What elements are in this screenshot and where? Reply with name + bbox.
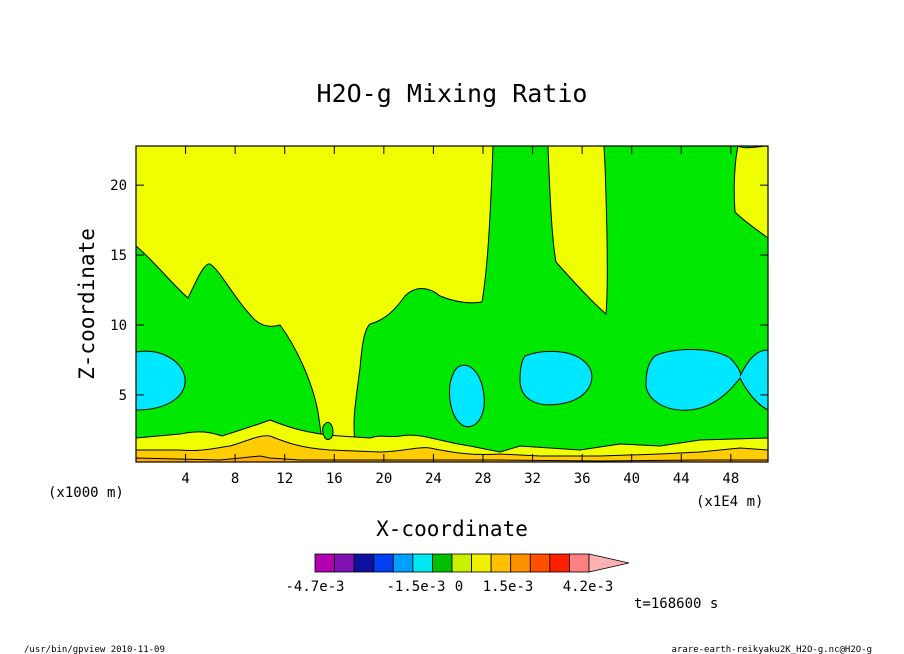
colorbar-swatch [549, 553, 570, 573]
colorbar-swatch [510, 553, 531, 573]
colorbar-swatch [353, 553, 375, 573]
x-tick-label: 20 [375, 471, 392, 487]
colorbar-swatch [569, 553, 590, 573]
field-green-region [136, 146, 768, 462]
field-orange-bottom [136, 455, 768, 462]
field-cyan-blob-2 [449, 364, 485, 428]
x-tick-label: 44 [673, 471, 690, 487]
x-tick-label: 24 [425, 471, 442, 487]
x-tick-label: 28 [475, 471, 492, 487]
footer-right: arare-earth-reikyaku2K_H2O-g.nc@H2O-g [672, 645, 872, 654]
plot-frame [135, 145, 769, 463]
time-label: t=168600 s [634, 596, 718, 612]
x-axis: 4 8 12 16 20 24 28 32 36 40 44 48 [181, 146, 739, 487]
colorbar [314, 553, 630, 573]
y-axis-label: Z-coordinate [75, 228, 99, 380]
colorbar-label: 0 [455, 579, 463, 595]
x-tick-label: 8 [231, 471, 239, 487]
y-tick-label: 15 [110, 248, 127, 264]
colorbar-swatch [451, 553, 472, 573]
x-tick-label: 40 [623, 471, 640, 487]
field-cyan-blob-4 [645, 349, 768, 411]
colorbar-label: 1.5e-3 [483, 579, 534, 595]
x-tick-label: 36 [574, 471, 591, 487]
y-tick-label: 10 [110, 318, 127, 334]
x-tick-label: 12 [276, 471, 293, 487]
x-axis-label: X-coordinate [376, 517, 528, 541]
colorbar-label: -1.5e-3 [386, 579, 445, 595]
colorbar-labels: -4.7e-3 -1.5e-3 0 1.5e-3 4.2e-3 [285, 579, 613, 595]
colorbar-swatch [392, 553, 414, 573]
field-cyan-blob-1 [136, 350, 186, 411]
colorbar-swatch [529, 553, 551, 573]
x-unit-label: (x1E4 m) [696, 494, 763, 510]
colorbar-swatch [334, 553, 355, 573]
field-amber-lower [136, 435, 768, 462]
colorbar-label: -4.7e-3 [285, 579, 344, 595]
y-tick-label: 5 [119, 388, 127, 404]
colorbar-swatch [471, 553, 492, 573]
colorbar-swatch [432, 553, 453, 573]
x-tick-label: 4 [181, 471, 189, 487]
y-axis: 5 10 15 20 [110, 178, 768, 404]
field-cyan-blob-3 [519, 350, 593, 406]
colorbar-swatch [490, 553, 512, 573]
y-tick-label: 20 [110, 178, 127, 194]
colorbar-label: 4.2e-3 [563, 579, 614, 595]
colorbar-swatch [314, 553, 335, 573]
colorbar-swatch [412, 553, 433, 573]
y-unit-label: (x1000 m) [48, 485, 124, 501]
colorbar-extend-arrow [588, 553, 630, 573]
footer-left: /usr/bin/gpview 2010-11-09 [24, 645, 165, 654]
x-tick-label: 32 [524, 471, 541, 487]
chart-title: H2O-g Mixing Ratio [317, 79, 588, 108]
field-green-blob [322, 421, 334, 440]
x-tick-label: 48 [722, 471, 739, 487]
x-tick-label: 16 [326, 471, 343, 487]
colorbar-swatch [373, 553, 394, 573]
